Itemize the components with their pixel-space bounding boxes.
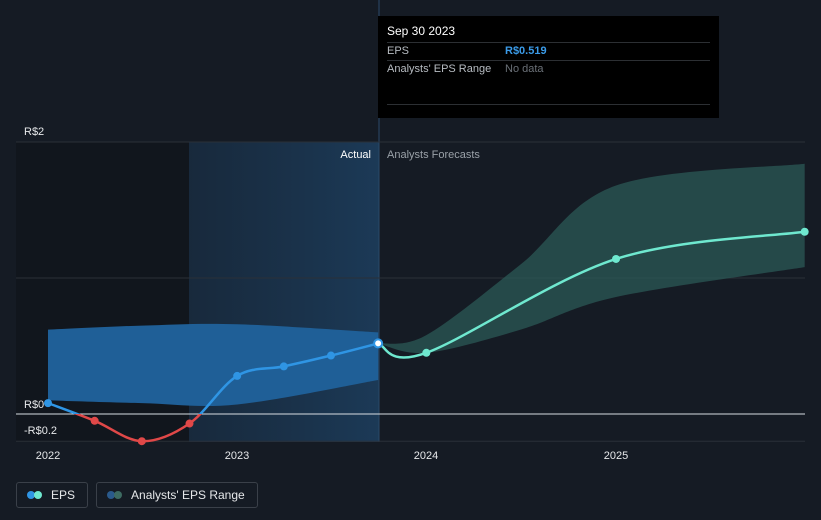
forecast-point-3[interactable] — [800, 227, 809, 236]
y-tick-neg0.2: -R$0.2 — [24, 425, 57, 437]
x-tick-2025: 2025 — [604, 450, 628, 462]
tooltip-value-eps: R$0.519 — [505, 45, 547, 57]
legend-dot-eps-icon — [27, 491, 43, 499]
eps-point-5[interactable] — [279, 362, 288, 371]
forecast-point-2[interactable] — [612, 254, 621, 263]
eps-point-2[interactable] — [137, 437, 146, 446]
eps-chart: R$2 R$0 -R$0.2 Actual Analysts Forecasts… — [16, 0, 809, 462]
tooltip-date: Sep 30 2023 — [387, 24, 456, 38]
tooltip-label-range: Analysts' EPS Range — [387, 63, 492, 75]
eps-line-negative — [73, 414, 203, 443]
x-tick-2024: 2024 — [414, 450, 438, 462]
legend-dot-range-icon — [107, 491, 123, 499]
forecast-point-1[interactable] — [422, 348, 431, 357]
tooltip-value-range: No data — [505, 63, 544, 75]
past-eps-range-band — [48, 323, 379, 407]
tooltip-divider — [387, 104, 710, 105]
eps-point-0[interactable] — [44, 399, 52, 408]
eps-line-positive — [47, 342, 379, 414]
forecast-eps-range-band — [378, 163, 805, 354]
eps-point-4[interactable] — [233, 371, 242, 380]
y-tick-2: R$2 — [24, 126, 44, 138]
region-label-forecast: Analysts Forecasts — [387, 149, 480, 161]
eps-point-6[interactable] — [326, 351, 335, 360]
x-tick-2023: 2023 — [225, 450, 249, 462]
legend-item-eps-range[interactable]: Analysts' EPS Range — [96, 482, 258, 508]
hover-tooltip: Sep 30 2023 EPS R$0.519 Analysts' EPS Ra… — [378, 16, 719, 118]
tooltip-row-range: Analysts' EPS Range No data — [387, 60, 710, 78]
chart-legend: EPS Analysts' EPS Range — [16, 482, 258, 508]
eps-point-3[interactable] — [185, 419, 194, 428]
legend-item-eps[interactable]: EPS — [16, 482, 89, 508]
tooltip-row-eps: EPS R$0.519 — [387, 42, 710, 60]
region-label-actual: Actual — [340, 149, 371, 161]
x-tick-2022: 2022 — [36, 450, 60, 462]
tooltip-label-eps: EPS — [387, 45, 410, 57]
eps-point-1[interactable] — [90, 416, 99, 425]
legend-label-eps-range: Analysts' EPS Range — [131, 488, 245, 502]
legend-label-eps: EPS — [51, 488, 76, 502]
eps-point-7[interactable] — [373, 338, 384, 349]
y-tick-0: R$0 — [24, 399, 44, 411]
eps-forecast-line — [377, 230, 805, 359]
